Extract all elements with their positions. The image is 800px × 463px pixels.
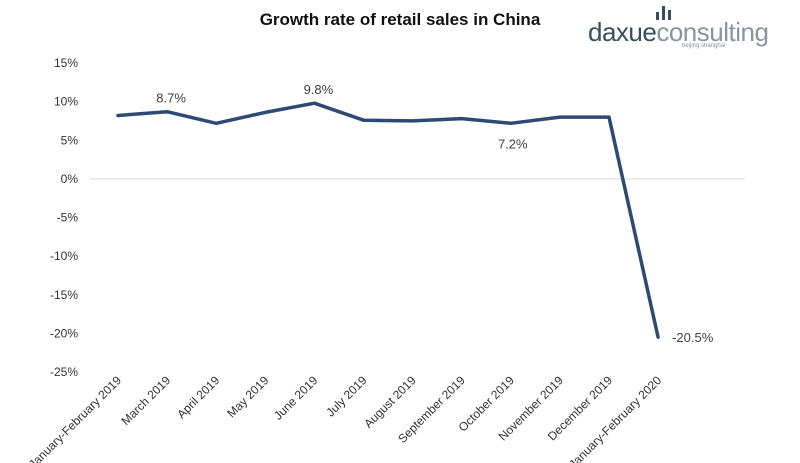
daxue-consulting-logo: daxueconsulting beijing shanghai [588,4,793,52]
y-tick-label: -10% [50,249,78,263]
x-tick-label: January-February 2020 [566,373,664,463]
y-tick-label: -5% [57,211,79,225]
logo-daxue: daxue [588,17,657,47]
data-label: 8.7% [156,91,186,106]
logo-subtitle: beijing shanghai [682,43,726,49]
logo-bar [662,6,665,20]
chart-title: Growth rate of retail sales in China [259,10,541,29]
logo-bar [656,12,659,20]
x-tick-label: May 2019 [224,373,271,420]
y-tick-label: 10% [54,95,78,109]
y-tick-label: -25% [50,365,78,379]
y-tick-label: -15% [50,288,78,302]
data-label: 9.8% [304,82,334,97]
x-tick-label: June 2019 [271,373,321,423]
series-line [116,101,660,339]
data-label: 7.2% [498,136,528,151]
logo-consulting: consulting [656,17,769,47]
x-tick-label: March 2019 [119,373,174,428]
y-tick-label: -20% [50,326,78,340]
y-tick-label: 15% [54,56,78,70]
logo-bar [668,10,671,20]
data-label: -20.5% [672,330,714,345]
x-tick-label: April 2019 [174,373,222,421]
logo-wordmark: daxueconsulting [588,17,769,48]
y-tick-label: 0% [61,172,79,186]
x-tick-label: July 2019 [323,373,369,419]
y-tick-label: 5% [61,133,79,147]
x-tick-label: January-February 2019 [26,373,124,463]
